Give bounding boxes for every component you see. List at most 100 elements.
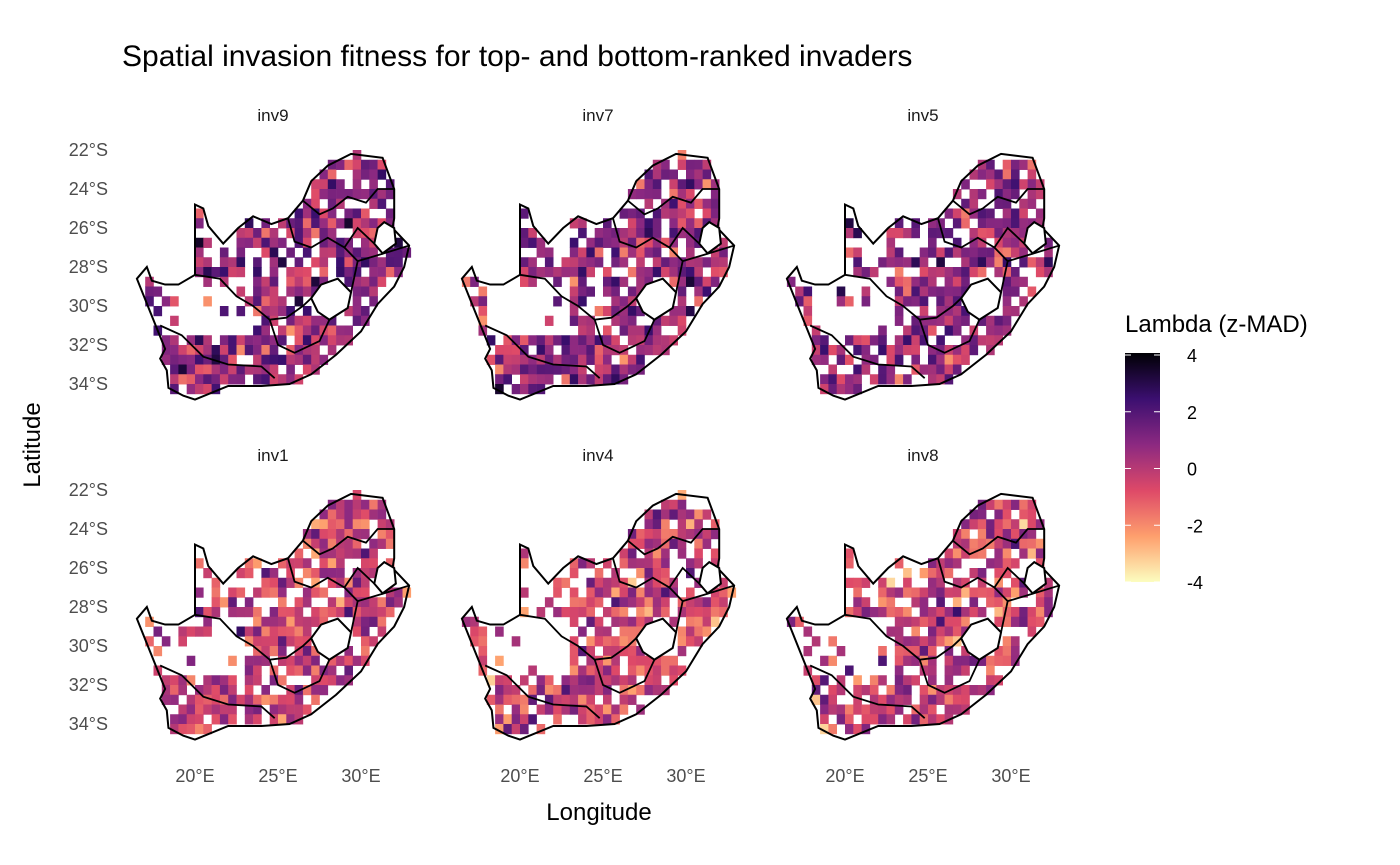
raster-cell xyxy=(811,345,821,356)
raster-cell xyxy=(520,587,529,598)
raster-cell xyxy=(278,306,287,317)
raster-cell xyxy=(1011,276,1020,287)
raster-cell xyxy=(702,529,712,540)
raster-cell xyxy=(319,218,329,229)
raster-cell xyxy=(186,655,196,666)
raster-cell xyxy=(928,228,937,239)
raster-cell xyxy=(619,247,629,258)
raster-cell xyxy=(636,306,645,317)
raster-cell xyxy=(619,364,629,375)
raster-cell xyxy=(327,247,337,258)
raster-cell xyxy=(944,315,954,326)
raster-cell xyxy=(669,189,678,200)
raster-cell xyxy=(869,335,879,346)
lesotho-border xyxy=(310,617,353,661)
raster-cell xyxy=(1002,538,1012,549)
raster-cell xyxy=(853,364,862,375)
raster-cell xyxy=(828,655,837,666)
raster-cell xyxy=(561,335,571,346)
raster-cell xyxy=(261,345,270,356)
raster-cell xyxy=(878,675,887,686)
raster-cell xyxy=(652,228,662,239)
raster-cell xyxy=(894,636,904,647)
raster-cell xyxy=(886,577,896,588)
raster-cell xyxy=(636,335,645,346)
raster-cell xyxy=(170,354,179,365)
raster-cell xyxy=(203,354,212,365)
raster-cell xyxy=(385,189,395,200)
raster-cell xyxy=(1019,228,1028,239)
raster-cell xyxy=(520,384,529,395)
raster-cell xyxy=(594,354,604,365)
raster-cell xyxy=(845,724,854,735)
raster-cell xyxy=(952,286,962,297)
raster-cell xyxy=(952,306,962,317)
raster-cell xyxy=(969,237,979,248)
raster-cell xyxy=(286,616,295,627)
raster-cell xyxy=(244,335,254,346)
raster-cell xyxy=(319,267,329,278)
raster-cell xyxy=(710,208,720,219)
country-border xyxy=(460,492,736,741)
raster-cell xyxy=(936,597,945,608)
raster-cell xyxy=(619,548,629,559)
raster-cell xyxy=(903,228,912,239)
raster-cell xyxy=(677,306,687,317)
raster-cell xyxy=(994,597,1003,608)
raster-cell xyxy=(377,616,387,627)
raster-cell xyxy=(944,704,954,715)
raster-cell xyxy=(344,538,353,549)
lesotho-border xyxy=(635,617,678,661)
raster-cell xyxy=(952,218,962,229)
raster-cell xyxy=(694,538,703,549)
raster-cell xyxy=(853,374,862,385)
raster-cell xyxy=(661,335,670,346)
raster-cell xyxy=(236,568,246,579)
raster-cell xyxy=(327,607,337,618)
raster-cell xyxy=(611,228,620,239)
raster-cell xyxy=(652,159,662,170)
x-axis-title: Longitude xyxy=(546,799,651,826)
raster-cell xyxy=(627,189,637,200)
raster-cell xyxy=(894,315,904,326)
raster-cell xyxy=(894,345,904,356)
raster-cell xyxy=(269,587,279,598)
raster-cell xyxy=(569,306,579,317)
raster-cell xyxy=(302,626,312,637)
raster-cell xyxy=(286,218,295,229)
raster-cell xyxy=(344,237,353,248)
raster-cell xyxy=(544,597,554,608)
raster-cell xyxy=(961,179,970,190)
raster-cell xyxy=(836,646,846,657)
raster-cell xyxy=(520,208,529,219)
raster-cell xyxy=(694,548,703,559)
raster-cell xyxy=(178,675,187,686)
raster-cell xyxy=(586,354,595,365)
raster-cell xyxy=(710,189,720,200)
raster-cell xyxy=(644,345,654,356)
raster-cell xyxy=(594,335,604,346)
province-border xyxy=(993,226,1025,249)
raster-cell xyxy=(170,724,179,735)
raster-cell xyxy=(286,315,295,326)
raster-cell xyxy=(636,247,645,258)
raster-cell xyxy=(170,315,179,326)
raster-cell xyxy=(619,228,629,239)
raster-cell xyxy=(986,159,995,170)
raster-cell xyxy=(636,568,645,579)
raster-cell xyxy=(836,345,846,356)
raster-cell xyxy=(261,286,270,297)
raster-cell xyxy=(795,616,804,627)
raster-cell xyxy=(944,364,954,375)
raster-cell xyxy=(977,587,987,598)
raster-cell xyxy=(327,665,337,676)
raster-cell xyxy=(669,655,678,666)
raster-cell xyxy=(811,685,821,696)
raster-cell xyxy=(977,548,987,559)
raster-cell xyxy=(619,646,629,657)
raster-cell xyxy=(911,587,920,598)
raster-cell xyxy=(244,568,254,579)
raster-cell xyxy=(1035,179,1045,190)
province-border xyxy=(1007,244,1060,263)
raster-cell xyxy=(652,577,662,588)
